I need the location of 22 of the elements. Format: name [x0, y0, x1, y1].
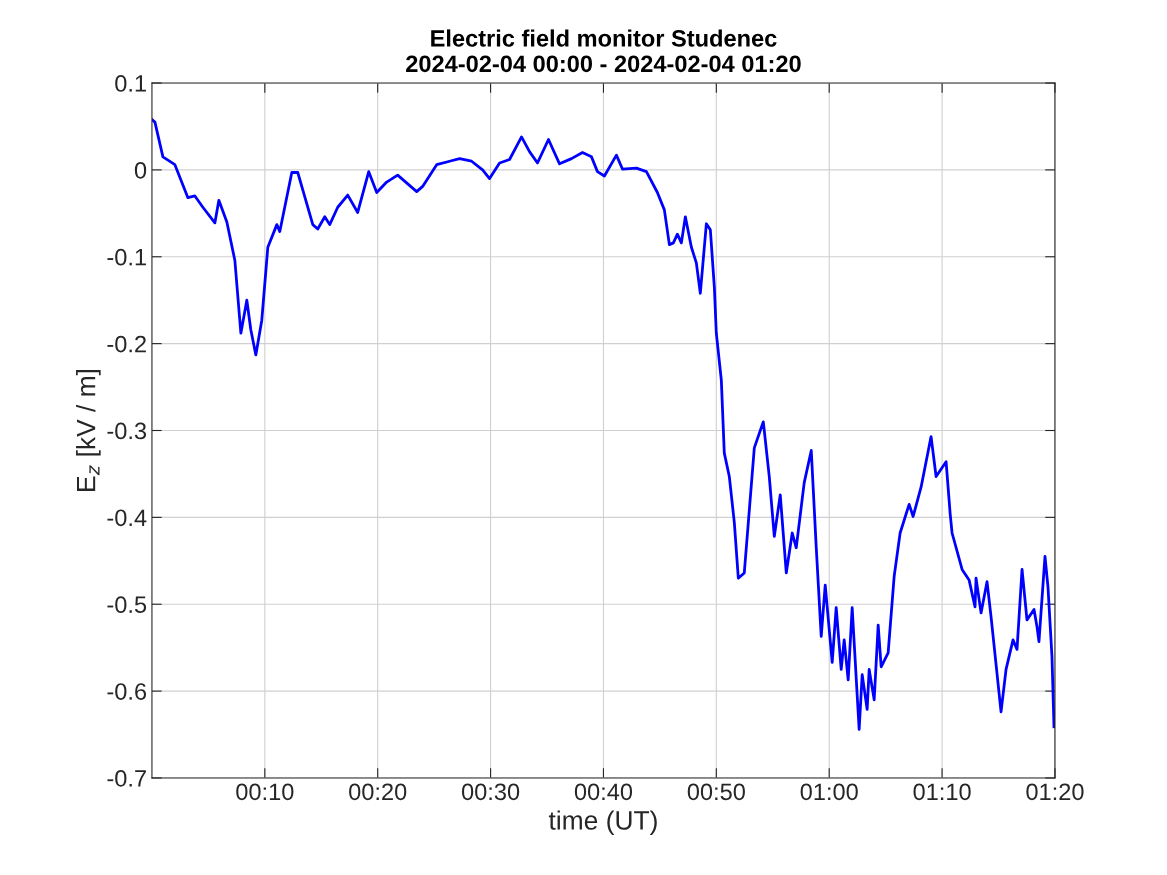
x-tick-label: 00:20	[349, 783, 407, 801]
x-tick-label: 00:50	[687, 783, 745, 801]
y-tick-label: -0.6	[107, 683, 147, 700]
chart-title: Electric field monitor Studenec	[431, 29, 777, 47]
x-tick-label: 00:40	[574, 783, 633, 801]
y-axis-title: E$_{z}$ [kV / m]	[76, 369, 101, 491]
x-tick-label: 01:10	[913, 783, 971, 801]
x-tick-label: 01:00	[800, 783, 858, 801]
y-tick-label: -0.1	[107, 248, 146, 266]
y-tick-label: 0.1	[115, 75, 146, 92]
y-tick-label: 0	[134, 161, 147, 179]
x-axis-title: time (UT)	[548, 810, 657, 835]
x-tick-label: 01:20	[1026, 783, 1084, 801]
chart-subtitle: 2024-02-04 00:00 - 2024-02-04 01:20	[406, 55, 801, 73]
x-tick-label: 00:10	[236, 783, 294, 801]
x-tick-label: 00:30	[461, 783, 520, 801]
y-tick-label: -0.3	[107, 422, 147, 440]
line-series	[151, 118, 1055, 731]
y-tick-label: -0.7	[107, 770, 146, 787]
y-tick-label: -0.5	[107, 596, 147, 614]
y-tick-label: -0.4	[107, 509, 147, 527]
y-tick-label: -0.2	[107, 335, 146, 353]
